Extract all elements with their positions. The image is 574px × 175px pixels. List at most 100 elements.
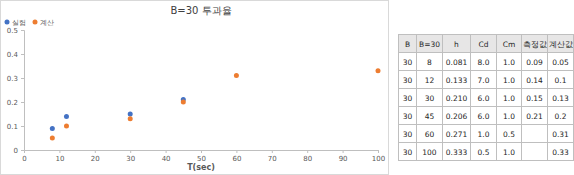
legend-marker [33, 20, 38, 25]
cell-text: 1.0 [503, 94, 515, 103]
tick-label: 0.3 [7, 75, 18, 83]
tick-label: 10 [55, 155, 64, 163]
tick-label: 40 [162, 155, 171, 163]
cell-text: 0.13 [552, 94, 569, 103]
point [50, 126, 55, 131]
tick: 100 [372, 150, 385, 163]
tick: 0 [22, 150, 26, 163]
cell-text: 30 [403, 130, 413, 139]
cell-text: 1.0 [503, 58, 515, 67]
table-cell [399, 143, 417, 161]
tick-label: 0 [22, 155, 26, 163]
cell-text: 0.14 [526, 76, 543, 85]
header-cell [471, 35, 497, 53]
cell-text: 0.333 [446, 148, 468, 157]
cell-text: 8.0 [478, 58, 490, 67]
table-cell [522, 143, 548, 161]
tick-label: 0.2 [7, 99, 18, 107]
cell-text: 1.0 [503, 112, 515, 121]
tick-mark [21, 102, 24, 103]
cell-text: 0.2 [555, 112, 567, 121]
tick: 0.5 [7, 27, 24, 35]
table-cell [497, 143, 522, 161]
header-cell [548, 35, 574, 53]
tick: 0.3 [7, 75, 24, 83]
tick-mark [21, 126, 24, 127]
legend: 실험계산 [5, 19, 55, 27]
axis-line [25, 151, 379, 154]
header-text: Cm [503, 40, 516, 49]
tick-mark [307, 150, 308, 153]
tick-mark [201, 150, 202, 153]
table-cell [522, 53, 548, 71]
cell-text: 0.271 [446, 130, 468, 139]
plot-area [50, 68, 381, 140]
table-cell [548, 53, 574, 71]
point [50, 136, 55, 141]
point [128, 112, 133, 117]
tick-label: 0 [14, 147, 18, 155]
cell-text: 6.0 [478, 94, 490, 103]
cell-text: 0.206 [446, 112, 468, 121]
table-cell [497, 53, 522, 71]
header-cell [497, 35, 522, 53]
header-cell [522, 35, 548, 53]
cell-text: 8 [427, 58, 432, 67]
cell-text: 30 [403, 112, 413, 121]
tick-mark [21, 78, 24, 79]
tick: 60 [232, 150, 241, 163]
axis-line [21, 31, 25, 151]
cell-text: 0.133 [446, 76, 468, 85]
tick-label: 30 [126, 155, 135, 163]
point [64, 124, 69, 129]
header-text: h [454, 40, 459, 49]
tick-label: 50 [197, 155, 206, 163]
tick-mark [378, 150, 379, 153]
tick-label: 100 [372, 155, 385, 163]
table-cell [548, 89, 574, 107]
point [64, 114, 69, 119]
y-axis: 00.10.20.30.40.5 [7, 27, 25, 155]
tick-label: 0.4 [7, 51, 19, 59]
cell-text: 0.31 [552, 130, 569, 139]
cell-text: 30 [403, 76, 413, 85]
header-cell [417, 35, 443, 53]
tick: 10 [55, 150, 64, 163]
tick-mark [130, 150, 131, 153]
chart-title: B=30 투과율 [170, 5, 231, 16]
tick: 20 [91, 150, 100, 163]
cell-text: 0.05 [552, 58, 569, 67]
table: BB=30hCdCm측정값계산값3080.0818.01.00.090.0530… [399, 35, 574, 161]
tick: 90 [339, 150, 348, 163]
cell-text: 30 [403, 58, 413, 67]
cell-text: 7.0 [478, 76, 490, 85]
header-text: B [405, 40, 410, 49]
cell-text: 1.0 [503, 76, 515, 85]
cell-text: 1.0 [503, 148, 515, 157]
cell-text: 0.15 [526, 94, 543, 103]
cell-text: 0.5 [478, 148, 490, 157]
legend-label: 계산 [40, 19, 54, 27]
tick-mark [21, 30, 24, 31]
tick-label: 20 [91, 155, 100, 163]
cell-text: 0.1 [555, 76, 567, 85]
header-text: Cd [479, 40, 489, 49]
cell-text: 0.081 [446, 58, 468, 67]
cell-text: 0.21 [526, 112, 543, 121]
tick: 0.4 [7, 51, 24, 59]
cell-text: 60 [425, 130, 435, 139]
cell-text: 45 [425, 112, 435, 121]
cell-text: 12 [425, 76, 435, 85]
cell-text: 1.0 [478, 130, 490, 139]
tick: 70 [268, 150, 277, 163]
table-cell [471, 107, 497, 125]
tick-mark [21, 54, 24, 55]
cell-text: 0.33 [552, 148, 569, 157]
point [181, 100, 186, 105]
cell-text: 0.09 [526, 58, 543, 67]
table-cell [417, 143, 443, 161]
cell-text: 30 [403, 94, 413, 103]
table-cell [522, 107, 548, 125]
tick-mark [166, 150, 167, 153]
tick: 0.2 [7, 99, 24, 107]
